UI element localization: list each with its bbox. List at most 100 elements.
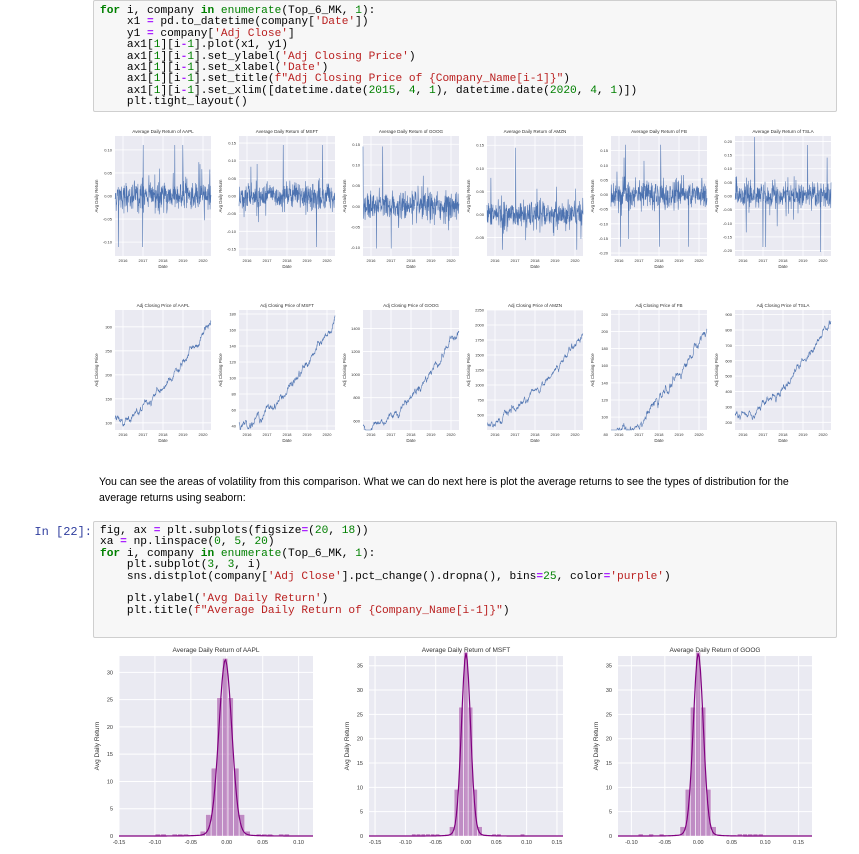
series-line xyxy=(610,144,708,247)
code-editor-1[interactable]: for i, company in enumerate(Top_6_MK, 1)… xyxy=(93,0,837,112)
code-token: , xyxy=(415,84,430,97)
code-token xyxy=(214,548,221,560)
x-tick-label: 2020 xyxy=(447,258,457,263)
subplot-title: Average Daily Return of FB xyxy=(631,129,687,134)
x-tick-label: 2019 xyxy=(303,432,313,437)
series-line xyxy=(486,333,584,428)
code-token: 1 xyxy=(429,84,436,97)
code-line: ax1[1][i-1].set_ylabel('Adj Closing Pric… xyxy=(100,50,830,63)
code-token: ) xyxy=(267,536,275,549)
y-axis-label: Adj Closing Price xyxy=(590,353,595,387)
x-tick-label: 2018 xyxy=(655,258,665,263)
y-tick-label: 80 xyxy=(232,392,237,397)
subplot-title: Adj Closing Price of AAPL xyxy=(137,303,190,308)
code-token: 2020 xyxy=(549,84,577,97)
distplot-panel-aapl: 0 5 10 15 20 25 30 -0.15 -0.10 -0.05 0.00 0.05 0.10 A… xyxy=(94,647,313,846)
plot-area xyxy=(618,656,812,836)
y-tick-label: 5 xyxy=(110,807,113,813)
code-token: 3 xyxy=(227,559,235,572)
y-axis-label: Avg Daily Return xyxy=(342,179,347,212)
y-tick-label: 5 xyxy=(609,810,612,816)
code-token: company[ xyxy=(153,27,215,40)
code-cell-1[interactable]: for i, company in enumerate(Top_6_MK, 1)… xyxy=(0,0,859,120)
y-tick-label: 600 xyxy=(353,418,360,423)
x-tick-label: 2017 xyxy=(387,432,397,437)
histogram-bar xyxy=(477,826,483,837)
code-token: 'Date' xyxy=(281,62,322,75)
y-tick-label: -0.05 xyxy=(723,207,733,212)
code-token: ): xyxy=(361,547,376,560)
x-tick-label: 2018 xyxy=(407,432,417,437)
code-token: ax1[ xyxy=(100,50,154,63)
y-axis-label: Avg Daily Return xyxy=(94,179,99,212)
y-tick-label: 0.05 xyxy=(352,183,361,188)
code-line: sns.distplot(company['Adj Close'].pct_ch… xyxy=(100,571,830,583)
price-panel-fb: 80 100 120 140 160 180 200 220 2016 2017 2018 2019 2… xyxy=(590,303,708,443)
code-line: for i, company in enumerate(Top_6_MK, 1)… xyxy=(100,5,830,17)
code-token: ), datetime.date( xyxy=(435,84,550,97)
x-tick-label: 2020 xyxy=(323,258,333,263)
y-tick-label: 0.10 xyxy=(724,166,733,171)
y-tick-label: 1000 xyxy=(351,372,361,377)
code-token: ): xyxy=(361,5,376,17)
y-tick-label: 10 xyxy=(107,779,113,785)
x-tick-label: 2019 xyxy=(551,258,561,263)
code-token: - xyxy=(180,84,188,97)
code-token: ( xyxy=(308,525,315,537)
x-axis-label: Date xyxy=(282,264,292,269)
y-tick-label: -0.15 xyxy=(227,246,237,251)
code-token: = xyxy=(147,27,154,40)
y-tick-label: 0.10 xyxy=(104,147,113,152)
y-tick-label: -0.05 xyxy=(227,211,237,216)
histogram-bar xyxy=(227,697,234,837)
y-tick-label: 25 xyxy=(606,712,612,718)
code-line: plt.tight_layout() xyxy=(100,97,830,108)
y-axis-label: Avg Daily Return xyxy=(94,721,101,770)
code-token: 20 xyxy=(314,525,329,537)
code-token: np.linspace( xyxy=(126,536,215,549)
code-token: - xyxy=(180,39,188,52)
y-tick-label: 160 xyxy=(601,363,608,368)
y-axis-label: Avg Daily Return xyxy=(466,179,471,212)
code-token: ][i xyxy=(160,39,181,52)
subplot-title: Adj Closing Price of MSFT xyxy=(260,303,314,308)
code-token: = xyxy=(147,16,154,29)
x-tick-label: 2017 xyxy=(759,258,769,263)
x-tick-label: 0.00 xyxy=(693,840,704,846)
code-token: plt.ylabel( xyxy=(100,593,201,606)
y-tick-label: 0 xyxy=(360,834,363,840)
code-token: 1 xyxy=(187,50,195,63)
y-tick-label: 600 xyxy=(725,358,732,363)
y-tick-label: 30 xyxy=(107,670,113,676)
y-tick-label: 0.10 xyxy=(600,163,609,168)
y-tick-label: 750 xyxy=(477,398,484,403)
y-tick-label: -0.10 xyxy=(723,221,733,226)
x-tick-label: -0.10 xyxy=(625,840,638,846)
subplot-title: Adj Closing Price of GOOG xyxy=(383,303,439,308)
y-tick-label: 200 xyxy=(725,420,732,425)
code-cell-2[interactable]: In [22]: fig, ax = plt.subplots(figsize=… xyxy=(0,516,859,638)
y-tick-label: 0.10 xyxy=(476,166,485,171)
y-tick-label: 300 xyxy=(105,324,112,329)
y-tick-label: 40 xyxy=(232,424,237,429)
y-tick-label: 0.15 xyxy=(724,153,733,158)
series-line xyxy=(362,146,460,249)
code-token: 1 xyxy=(187,62,195,75)
code-token: 1 xyxy=(187,84,195,97)
y-tick-label: 160 xyxy=(229,328,236,333)
code-token: 20 xyxy=(254,536,268,549)
y-tick-label: 20 xyxy=(107,725,113,731)
code-token: 4 xyxy=(590,84,597,97)
code-token: ax1[ xyxy=(100,62,154,75)
code-token xyxy=(214,5,221,17)
code-editor-2[interactable]: fig, ax = plt.subplots(figsize=(20, 18))… xyxy=(93,521,837,638)
y-tick-label: 2250 xyxy=(475,308,485,313)
x-tick-label: 2020 xyxy=(571,258,581,263)
x-axis-label: Date xyxy=(158,264,168,269)
x-tick-label: 2019 xyxy=(675,432,685,437)
y-tick-label: 180 xyxy=(229,312,236,317)
x-tick-label: 0.10 xyxy=(293,840,304,846)
code-token: (Top_6_MK, xyxy=(281,547,356,560)
code-token: enumerate xyxy=(220,5,282,17)
